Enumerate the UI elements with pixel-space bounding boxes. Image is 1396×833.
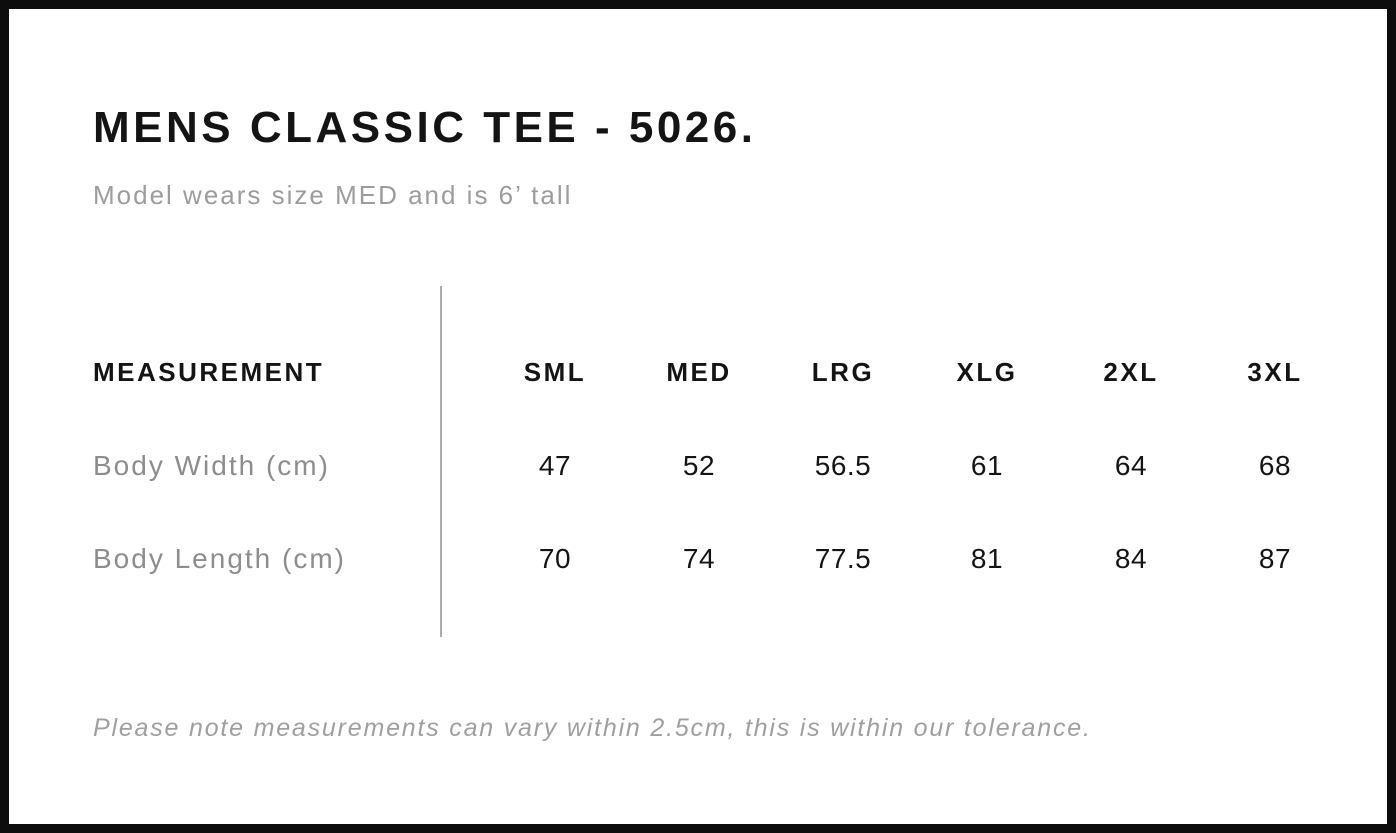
value-cell: 52: [682, 449, 716, 481]
size-column-headers: SML MED LRG XLG 2XL 3XL: [483, 357, 1347, 388]
table-row: Body Width (cm) 47 52 56.5 61 64 68: [93, 419, 1323, 512]
size-column-header: LRG: [811, 357, 875, 387]
row-values: 70 74 77.5 81 84 87: [483, 543, 1347, 575]
size-column-header: 3XL: [1247, 357, 1303, 387]
table-vertical-divider: [440, 286, 442, 637]
value-cell: 77.5: [814, 542, 872, 574]
size-column-header: 2XL: [1103, 357, 1159, 387]
row-label: Body Width (cm): [93, 449, 330, 481]
table-header-row: MEASUREMENT SML MED LRG XLG 2XL 3XL: [93, 326, 1323, 419]
size-column-header: MED: [666, 357, 732, 387]
page-title: MENS CLASSIC TEE - 5026.: [93, 103, 757, 152]
size-column-header: XLG: [956, 357, 1018, 387]
model-size-info: Model wears size MED and is 6’ tall: [93, 180, 573, 210]
value-cell: 81: [970, 542, 1004, 574]
value-cell: 61: [970, 449, 1004, 481]
table-rows: Body Width (cm) 47 52 56.5 61 64 68 Body Length…: [93, 419, 1323, 605]
value-cell: 87: [1258, 542, 1292, 574]
measurement-column-header: MEASUREMENT: [93, 357, 325, 387]
value-cell: 68: [1258, 449, 1292, 481]
value-cell: 56.5: [814, 449, 872, 481]
value-cell: 70: [538, 542, 572, 574]
value-cell: 74: [682, 542, 716, 574]
tolerance-note: Please note measurements can vary within…: [93, 714, 1092, 742]
size-column-header: SML: [523, 357, 587, 387]
row-values: 47 52 56.5 61 64 68: [483, 450, 1347, 482]
value-cell: 64: [1114, 449, 1148, 481]
table-row: Body Length (cm) 70 74 77.5 81 84 87: [93, 512, 1323, 605]
value-cell: 47: [538, 449, 572, 481]
value-cell: 84: [1114, 542, 1148, 574]
row-label: Body Length (cm): [93, 542, 346, 574]
size-table: MEASUREMENT SML MED LRG XLG 2XL 3XL Body Widt…: [93, 286, 1323, 637]
